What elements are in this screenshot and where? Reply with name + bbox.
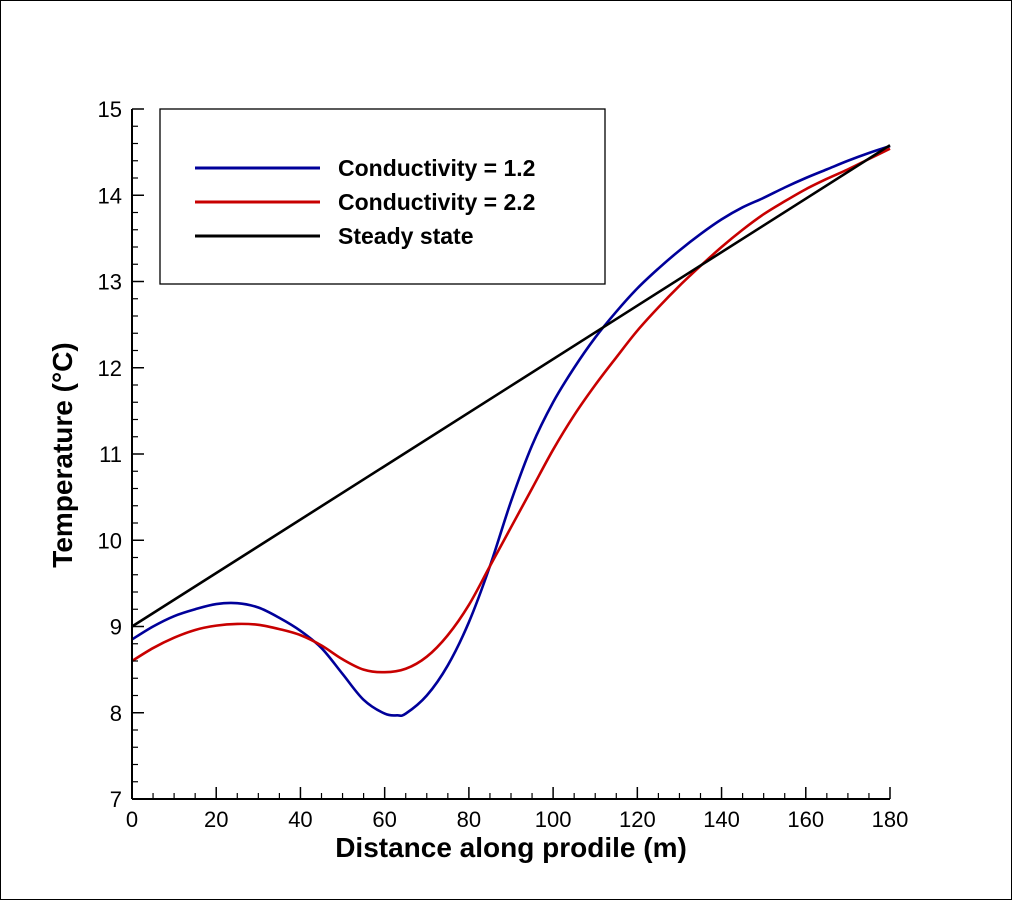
x-tick-label: 60 bbox=[372, 807, 396, 832]
y-tick-label: 8 bbox=[110, 701, 122, 726]
legend-label-series-3: Steady state bbox=[338, 223, 474, 249]
series-line-2 bbox=[131, 147, 891, 674]
legend-label-series-2: Conductivity = 2.2 bbox=[338, 189, 535, 215]
y-axis-title: Temperature (°C) bbox=[47, 342, 78, 567]
y-tick-label: 15 bbox=[98, 97, 122, 122]
legend-box bbox=[159, 108, 606, 285]
y-tick-label: 11 bbox=[99, 442, 122, 467]
y-tick-label: 12 bbox=[98, 356, 122, 381]
x-tick-label: 100 bbox=[535, 807, 572, 832]
x-axis-title: Distance along prodile (m) bbox=[335, 832, 687, 863]
axes: 0 20 40 60 80 100 120 140 160 180 7 8 9 10 11 12 13 14 15 bbox=[98, 97, 909, 832]
x-tick-label: 40 bbox=[288, 807, 312, 832]
y-tick-label: 7 bbox=[110, 787, 122, 812]
y-tick-label: 10 bbox=[98, 528, 122, 553]
x-tick-label: 120 bbox=[619, 807, 656, 832]
legend-label-series-1: Conductivity = 1.2 bbox=[338, 155, 535, 181]
x-tick-label: 140 bbox=[703, 807, 740, 832]
series-lines bbox=[131, 144, 891, 718]
series-line-3 bbox=[131, 144, 891, 628]
x-tick-label: 180 bbox=[872, 807, 909, 832]
x-tick-label: 20 bbox=[204, 807, 228, 832]
x-tick-label: 0 bbox=[126, 807, 138, 832]
y-tick-label: 14 bbox=[98, 183, 122, 208]
x-tick-label: 160 bbox=[787, 807, 824, 832]
y-tick-label: 9 bbox=[110, 615, 122, 640]
y-tick-label: 13 bbox=[98, 270, 122, 295]
series-line-1 bbox=[131, 144, 891, 718]
x-tick-label: 80 bbox=[457, 807, 481, 832]
legend: Conductivity = 1.2 Conductivity = 2.2 St… bbox=[159, 108, 606, 285]
